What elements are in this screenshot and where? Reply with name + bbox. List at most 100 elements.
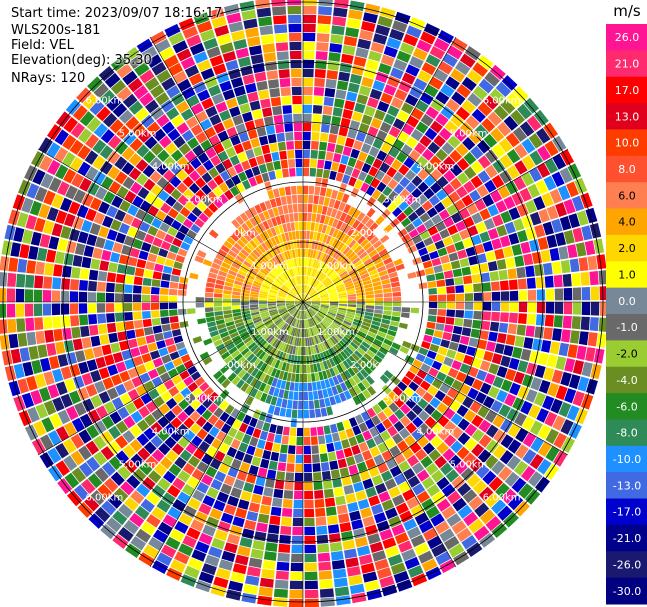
velocity-bin [418,422,430,435]
velocity-bin [445,469,460,483]
velocity-bin [114,293,124,302]
velocity-bin [267,189,275,200]
velocity-bin [348,387,357,398]
velocity-bin [132,195,144,208]
velocity-bin [482,292,492,301]
velocity-bin [435,551,452,566]
velocity-bin [348,176,357,187]
velocity-bin [193,81,207,94]
velocity-bin [271,377,278,387]
velocity-bin [215,343,226,352]
velocity-bin [311,327,316,336]
velocity-bin [411,462,425,475]
velocity-bin [563,287,573,301]
velocity-bin [321,263,327,272]
velocity-bin [294,472,303,482]
velocity-bin [269,142,279,153]
velocity-bin [525,199,537,214]
velocity-bin [142,318,152,328]
velocity-bin [270,237,277,246]
velocity-bin [198,212,209,223]
velocity-bin [380,323,390,330]
velocity-bin [575,242,587,257]
velocity-bin [262,282,271,288]
velocity-bin [221,262,231,270]
velocity-bin [388,190,399,202]
velocity-bin [255,234,264,244]
velocity-bin [489,64,506,80]
velocity-bin [174,551,190,565]
velocity-bin [310,427,317,436]
velocity-bin [325,78,337,89]
velocity-bin [320,299,330,301]
velocity-bin [327,286,336,291]
velocity-bin [242,283,252,288]
velocity-bin [93,451,108,466]
velocity-bin [287,294,295,299]
velocity-bin [330,550,344,561]
velocity-bin [71,467,87,483]
velocity-bin [56,381,68,396]
velocity-bin [285,335,291,344]
velocity-bin [470,145,484,160]
velocity-bin [479,208,491,221]
velocity-bin [60,225,72,240]
velocity-bin [438,61,454,75]
velocity-bin [449,149,463,163]
velocity-bin [456,172,470,185]
velocity-bin [281,252,287,261]
velocity-bin [544,463,559,480]
velocity-bin [250,54,264,65]
velocity-bin [461,266,471,276]
velocity-bin [491,302,501,312]
velocity-bin [240,359,249,369]
velocity-bin [177,78,192,92]
velocity-bin [168,295,178,302]
velocity-bin [300,294,303,302]
range-ring-label: 2.00km [350,360,388,371]
velocity-bin [161,121,175,135]
velocity-bin [398,200,409,211]
velocity-bin [295,454,303,464]
velocity-bin [278,263,285,272]
velocity-bin [259,340,267,349]
velocity-bin [198,441,210,453]
velocity-bin [367,126,379,138]
velocity-bin [276,471,286,481]
velocity-bin [154,463,168,477]
velocity-bin [300,257,303,266]
velocity-bin [451,426,464,440]
velocity-bin [301,311,303,320]
velocity-bin [215,567,231,580]
velocity-bin [403,206,414,217]
velocity-bin [208,202,219,213]
velocity-bin [160,544,177,558]
velocity-bin [304,508,315,518]
velocity-bin [267,274,275,281]
velocity-bin [504,393,517,407]
velocity-bin [294,249,298,258]
velocity-bin [295,463,303,473]
velocity-bin [294,140,302,150]
velocity-bin [441,483,456,498]
velocity-bin [388,486,401,499]
velocity-bin [340,372,348,382]
velocity-bin [304,310,307,319]
velocity-bin [257,324,266,331]
velocity-bin [543,327,553,340]
velocity-bin [144,99,159,114]
velocity-bin [82,93,99,110]
velocity-bin [368,466,380,478]
velocity-bin [336,374,344,384]
velocity-bin [581,287,591,301]
velocity-bin [231,350,241,359]
velocity-bin [473,292,483,301]
velocity-bin [360,182,370,193]
velocity-bin [349,270,359,278]
velocity-bin [416,269,426,277]
velocity-bin [161,354,172,364]
velocity-bin [280,196,287,206]
velocity-bin [471,234,482,246]
velocity-bin [382,395,393,406]
velocity-bin [83,245,94,258]
